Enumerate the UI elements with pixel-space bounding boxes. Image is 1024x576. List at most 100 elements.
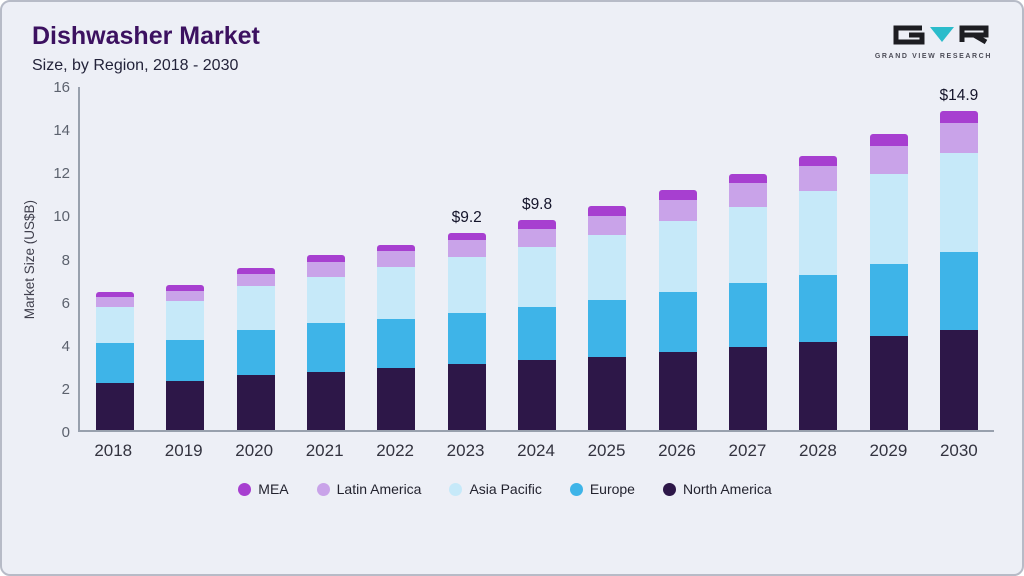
stacked-bar: [377, 87, 416, 430]
legend-item-mea: MEA: [238, 481, 289, 497]
stacked-bar: [869, 87, 908, 430]
y-tick-label: 6: [61, 294, 70, 312]
bar-2029: [853, 87, 923, 430]
segment-latin-america: [447, 240, 486, 258]
bar-value-label: $14.9: [939, 86, 979, 104]
segment-north-america: [236, 375, 275, 430]
bar-2030: $14.9: [924, 87, 994, 430]
title-block: Dishwasher Market Size, by Region, 2018 …: [32, 22, 260, 75]
segment-asia-pacific: [377, 267, 416, 319]
segment-mea: [307, 255, 346, 262]
segment-europe: [377, 318, 416, 368]
segment-europe: [799, 274, 838, 343]
segment-asia-pacific: [869, 173, 908, 264]
x-axis-label: 2021: [305, 441, 344, 460]
segment-asia-pacific: [96, 306, 135, 344]
stacked-bar: [447, 87, 486, 430]
bar-value-label: $9.2: [451, 208, 482, 226]
stacked-bar: [96, 87, 135, 430]
legend-swatch: [238, 482, 252, 496]
x-axis-label: 2024: [517, 441, 555, 460]
bar-2022: [361, 87, 431, 430]
header: Dishwasher Market Size, by Region, 2018 …: [2, 2, 1022, 75]
x-axis-label: 2029: [869, 441, 908, 460]
x-axis-label: 2027: [728, 441, 767, 460]
bar-2028: [783, 87, 853, 430]
segment-latin-america: [658, 199, 697, 222]
y-tick-label: 8: [61, 251, 70, 269]
segment-europe: [236, 330, 275, 376]
bar-value-label: $9.8: [521, 195, 553, 213]
segment-asia-pacific: [658, 221, 697, 292]
bar-2024: $9.8: [502, 87, 572, 430]
segment-north-america: [518, 360, 557, 430]
segment-north-america: [869, 335, 908, 430]
segment-latin-america: [518, 228, 557, 247]
x-axis-label: 2030: [939, 441, 978, 460]
segment-latin-america: [869, 145, 908, 174]
segment-mea: [869, 134, 908, 146]
segment-europe: [728, 283, 767, 348]
segment-asia-pacific: [447, 257, 486, 314]
segment-mea: [518, 219, 557, 229]
page-subtitle: Size, by Region, 2018 - 2030: [32, 57, 239, 74]
segment-asia-pacific: [518, 246, 557, 307]
stacked-bar: [939, 87, 978, 430]
legend-swatch: [569, 482, 583, 496]
legend-swatch: [316, 482, 330, 496]
legend-item-latin-america: Latin America: [316, 481, 421, 497]
segment-north-america: [166, 380, 205, 430]
bar-2021: [291, 87, 361, 430]
bar-2018: [80, 87, 150, 430]
segment-mea: [96, 291, 135, 298]
bar-2019: [150, 87, 220, 430]
bar-2023: $9.2: [432, 87, 502, 430]
segment-latin-america: [939, 123, 978, 154]
x-axis: 2018 2019 2020 2021 2022 2023 2024 2025 2026 2027…: [78, 441, 994, 461]
plot-area: $9.2 $9.8 $14.9: [78, 87, 994, 432]
segment-north-america: [96, 382, 135, 430]
chart: Market Size (US$B) 0 2 4 6 8 10 12 14 16 $9.2 $9.…: [2, 75, 1022, 497]
segment-asia-pacific: [588, 234, 627, 301]
segment-asia-pacific: [728, 207, 767, 284]
segment-mea: [588, 206, 627, 216]
segment-mea: [799, 155, 838, 167]
x-axis-label: 2018: [94, 441, 133, 460]
segment-asia-pacific: [799, 191, 838, 275]
segment-mea: [236, 268, 275, 274]
legend-item-north-america: North America: [662, 481, 772, 497]
stacked-bar: [166, 87, 205, 430]
y-tick-label: 10: [53, 208, 70, 226]
segment-north-america: [939, 330, 978, 430]
segment-mea: [447, 232, 486, 241]
segment-north-america: [377, 367, 416, 430]
stacked-bar: [518, 87, 557, 430]
bar-2027: [713, 87, 783, 430]
segment-europe: [166, 339, 205, 381]
stacked-bar: [728, 87, 767, 430]
legend-swatch: [449, 482, 463, 496]
segment-europe: [96, 343, 135, 383]
segment-europe: [658, 291, 697, 352]
logo-caption: GRAND VIEW RESEARCH: [874, 53, 992, 60]
y-tick-label: 4: [61, 337, 70, 355]
gvr-logo-icon: [893, 25, 989, 45]
segment-europe: [447, 313, 486, 364]
segment-north-america: [588, 357, 627, 430]
segment-latin-america: [96, 297, 135, 307]
x-axis-label: 2026: [658, 441, 696, 460]
segment-north-america: [799, 342, 838, 430]
legend-label: Europe: [589, 481, 635, 497]
segment-latin-america: [166, 290, 205, 302]
segment-europe: [518, 306, 557, 361]
stacked-bar: [658, 87, 697, 430]
legend-swatch: [662, 482, 676, 496]
stacked-bar: [236, 87, 275, 430]
y-axis-title: Market Size (US$B): [21, 199, 37, 320]
segment-europe: [588, 300, 627, 358]
segment-north-america: [307, 372, 346, 430]
segment-latin-america: [728, 183, 767, 208]
legend-item-europe: Europe: [569, 481, 635, 497]
segment-mea: [166, 285, 205, 291]
segment-mea: [658, 189, 697, 200]
